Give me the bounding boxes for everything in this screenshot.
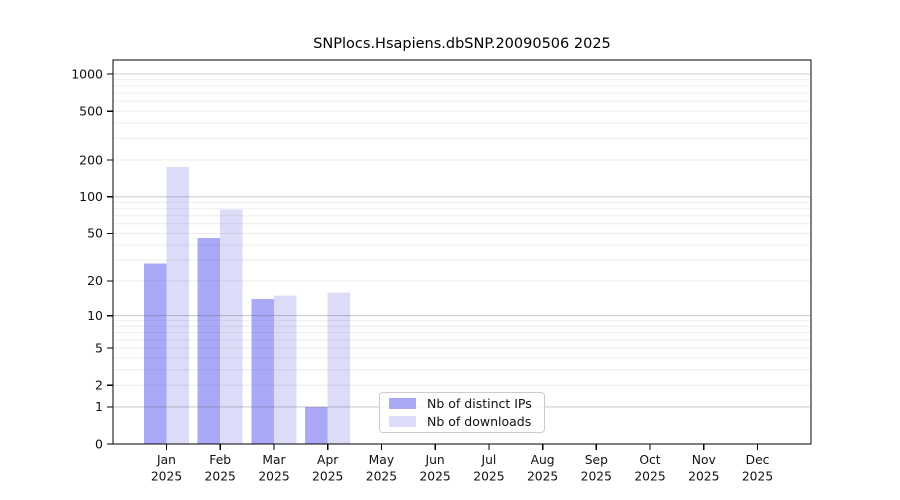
legend-item-downloads: Nb of downloads xyxy=(389,414,535,429)
y-tick-label: 20 xyxy=(87,273,103,288)
x-tick-label: Jul 2025 xyxy=(473,453,504,484)
legend-label-distinct-ips: Nb of distinct IPs xyxy=(427,396,532,411)
legend-label-downloads: Nb of downloads xyxy=(427,414,532,429)
bar-ips-feb xyxy=(197,237,221,444)
y-tick-label: 100 xyxy=(79,189,103,204)
x-tick-label: Sep 2025 xyxy=(581,453,612,484)
x-tick-label: May 2025 xyxy=(366,453,397,484)
y-tick-label: 2 xyxy=(95,378,103,393)
y-tick-label: 50 xyxy=(87,226,103,241)
x-tick-label: Mar 2025 xyxy=(258,453,289,484)
y-tick-label: 200 xyxy=(79,152,103,167)
x-tick-label: Nov 2025 xyxy=(688,453,719,484)
bar-downloads-jan xyxy=(166,167,189,444)
legend-item-distinct-ips: Nb of distinct IPs xyxy=(389,396,535,411)
x-tick-label: Jan 2025 xyxy=(151,453,182,484)
axes-group xyxy=(107,59,812,450)
legend-swatch-downloads xyxy=(389,416,416,427)
chart-title: SNPlocs.Hsapiens.dbSNP.20090506 2025 xyxy=(313,36,611,52)
x-tick-label: Dec 2025 xyxy=(742,453,773,484)
bar-downloads-apr xyxy=(327,292,351,444)
y-tick-label: 0 xyxy=(95,436,103,451)
x-tick-label: Jun 2025 xyxy=(419,453,450,484)
y-tick-label: 1000 xyxy=(71,66,103,81)
legend: Nb of distinct IPs Nb of downloads xyxy=(379,392,545,433)
x-tick-label: Aug 2025 xyxy=(527,453,558,484)
x-tick-label: Apr 2025 xyxy=(312,453,343,484)
y-tick-label: 10 xyxy=(87,308,103,323)
bar-downloads-feb xyxy=(220,209,243,444)
y-tick-label: 500 xyxy=(79,103,103,118)
tick-labels-group: 0 1 2 5 10 20 50 100 200 500 1000 Jan 2025 Feb 2025 Mar… xyxy=(71,66,773,483)
legend-swatch-distinct-ips xyxy=(389,398,416,409)
y-tick-label: 1 xyxy=(95,399,103,414)
bars-group xyxy=(144,167,351,444)
bar-ips-mar xyxy=(251,299,274,444)
bar-ips-jan xyxy=(144,263,167,444)
bar-downloads-mar xyxy=(274,295,297,444)
x-tick-label: Oct 2025 xyxy=(634,453,665,484)
bar-ips-apr xyxy=(305,406,328,444)
y-tick-label: 5 xyxy=(95,340,103,355)
gridlines-group xyxy=(114,73,810,408)
x-tick-label: Feb 2025 xyxy=(205,453,236,484)
axes-box xyxy=(112,59,812,445)
